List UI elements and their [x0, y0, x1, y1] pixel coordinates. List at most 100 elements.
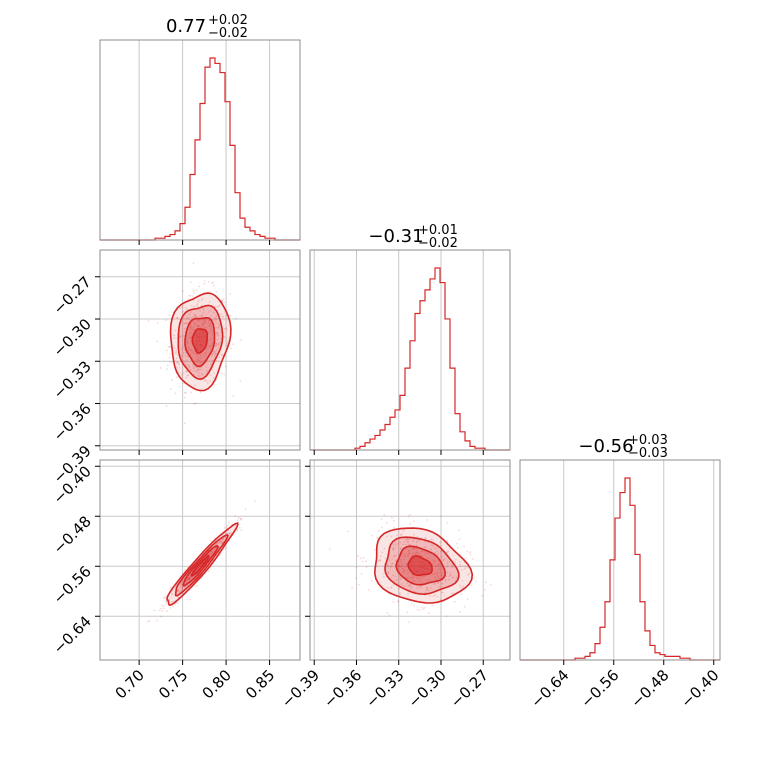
sample-point [173, 334, 176, 337]
sample-point [393, 555, 396, 558]
sample-point [203, 354, 206, 357]
sample-point [447, 550, 450, 553]
sample-point [199, 354, 202, 357]
sample-point [222, 538, 225, 540]
sample-point [188, 334, 190, 337]
sample-point [216, 332, 219, 335]
sample-point [217, 334, 219, 337]
sample-point [413, 579, 416, 582]
sample-point [391, 562, 394, 565]
sample-point [394, 575, 397, 578]
sample-point [176, 589, 179, 592]
sample-point [412, 576, 415, 579]
sample-point [424, 552, 427, 555]
sample-point [194, 384, 196, 387]
x-tick-label: 0.70 [112, 666, 148, 702]
sample-point [189, 576, 192, 579]
sample-point [399, 541, 401, 544]
sample-point [399, 548, 402, 550]
sample-point [207, 331, 210, 334]
sample-point [180, 583, 182, 585]
sample-point [201, 315, 203, 318]
sample-point [446, 551, 449, 554]
sample-point [202, 322, 205, 325]
sample-point [473, 577, 475, 580]
sample-point [379, 559, 382, 562]
sample-point [197, 325, 200, 328]
sample-point [200, 314, 203, 317]
sample-point [458, 584, 461, 587]
sample-point [230, 347, 233, 350]
sample-point [220, 313, 223, 316]
sample-point [422, 608, 424, 611]
histogram-panel-2: −0.64 −0.56 −0.48 −0.40−0.56+0.03−0.03 [519, 433, 723, 711]
sample-point [418, 609, 421, 611]
x-tick-label: −0.27 [447, 666, 492, 711]
y-tick-label: −0.30 [50, 315, 95, 360]
sample-point [182, 372, 185, 375]
sample-point [437, 575, 440, 578]
sample-point [409, 584, 412, 587]
sample-point [209, 324, 212, 326]
sample-point [175, 366, 178, 369]
sample-point [192, 329, 195, 332]
sample-point [161, 610, 164, 612]
sample-point [431, 604, 434, 607]
sample-point [220, 372, 223, 375]
sample-point [223, 301, 226, 304]
sample-point [211, 359, 214, 362]
sample-point [404, 553, 407, 556]
x-tick-label: 0.85 [242, 666, 278, 702]
sample-point [401, 563, 403, 566]
sample-point [185, 322, 188, 325]
sample-point [240, 339, 242, 341]
sample-point [380, 555, 382, 558]
sample-point [387, 572, 390, 575]
sample-point [187, 578, 190, 580]
sample-point [434, 551, 437, 554]
sample-point [176, 316, 179, 319]
sample-point [400, 558, 402, 561]
sample-point [209, 345, 212, 347]
sample-point [393, 554, 396, 557]
sample-point [206, 344, 209, 347]
sample-point [442, 591, 444, 594]
sample-point [434, 583, 437, 585]
sample-point [229, 314, 232, 317]
sample-point [212, 352, 215, 355]
sample-point [421, 575, 424, 578]
sample-point [183, 396, 186, 399]
sample-point [437, 571, 439, 574]
sample-point [409, 585, 412, 588]
sample-point [218, 356, 221, 359]
sample-point [186, 578, 189, 581]
sample-point [416, 540, 419, 543]
sample-point [377, 529, 380, 532]
sample-point [367, 589, 370, 591]
sample-point [192, 367, 195, 369]
sample-point [186, 355, 189, 358]
sample-point [199, 362, 202, 364]
sample-point [189, 332, 191, 335]
sample-point [451, 592, 454, 595]
sample-point [192, 348, 195, 351]
sample-point [390, 535, 393, 538]
sample-point [211, 551, 214, 553]
sample-point [213, 537, 216, 540]
sample-point [188, 349, 190, 351]
sample-point [392, 547, 394, 550]
sample-point [192, 262, 195, 265]
sample-point [210, 550, 213, 553]
sample-point [380, 518, 383, 520]
sample-point [419, 554, 422, 557]
sample-point [239, 380, 242, 382]
sample-point [427, 612, 430, 614]
sample-point [215, 290, 218, 293]
sample-point [434, 560, 437, 563]
sample-point [384, 557, 387, 560]
sample-point [455, 576, 458, 579]
sample-point [217, 305, 220, 308]
sample-point [214, 352, 217, 355]
sample-point [237, 517, 240, 519]
sample-point [188, 578, 191, 581]
